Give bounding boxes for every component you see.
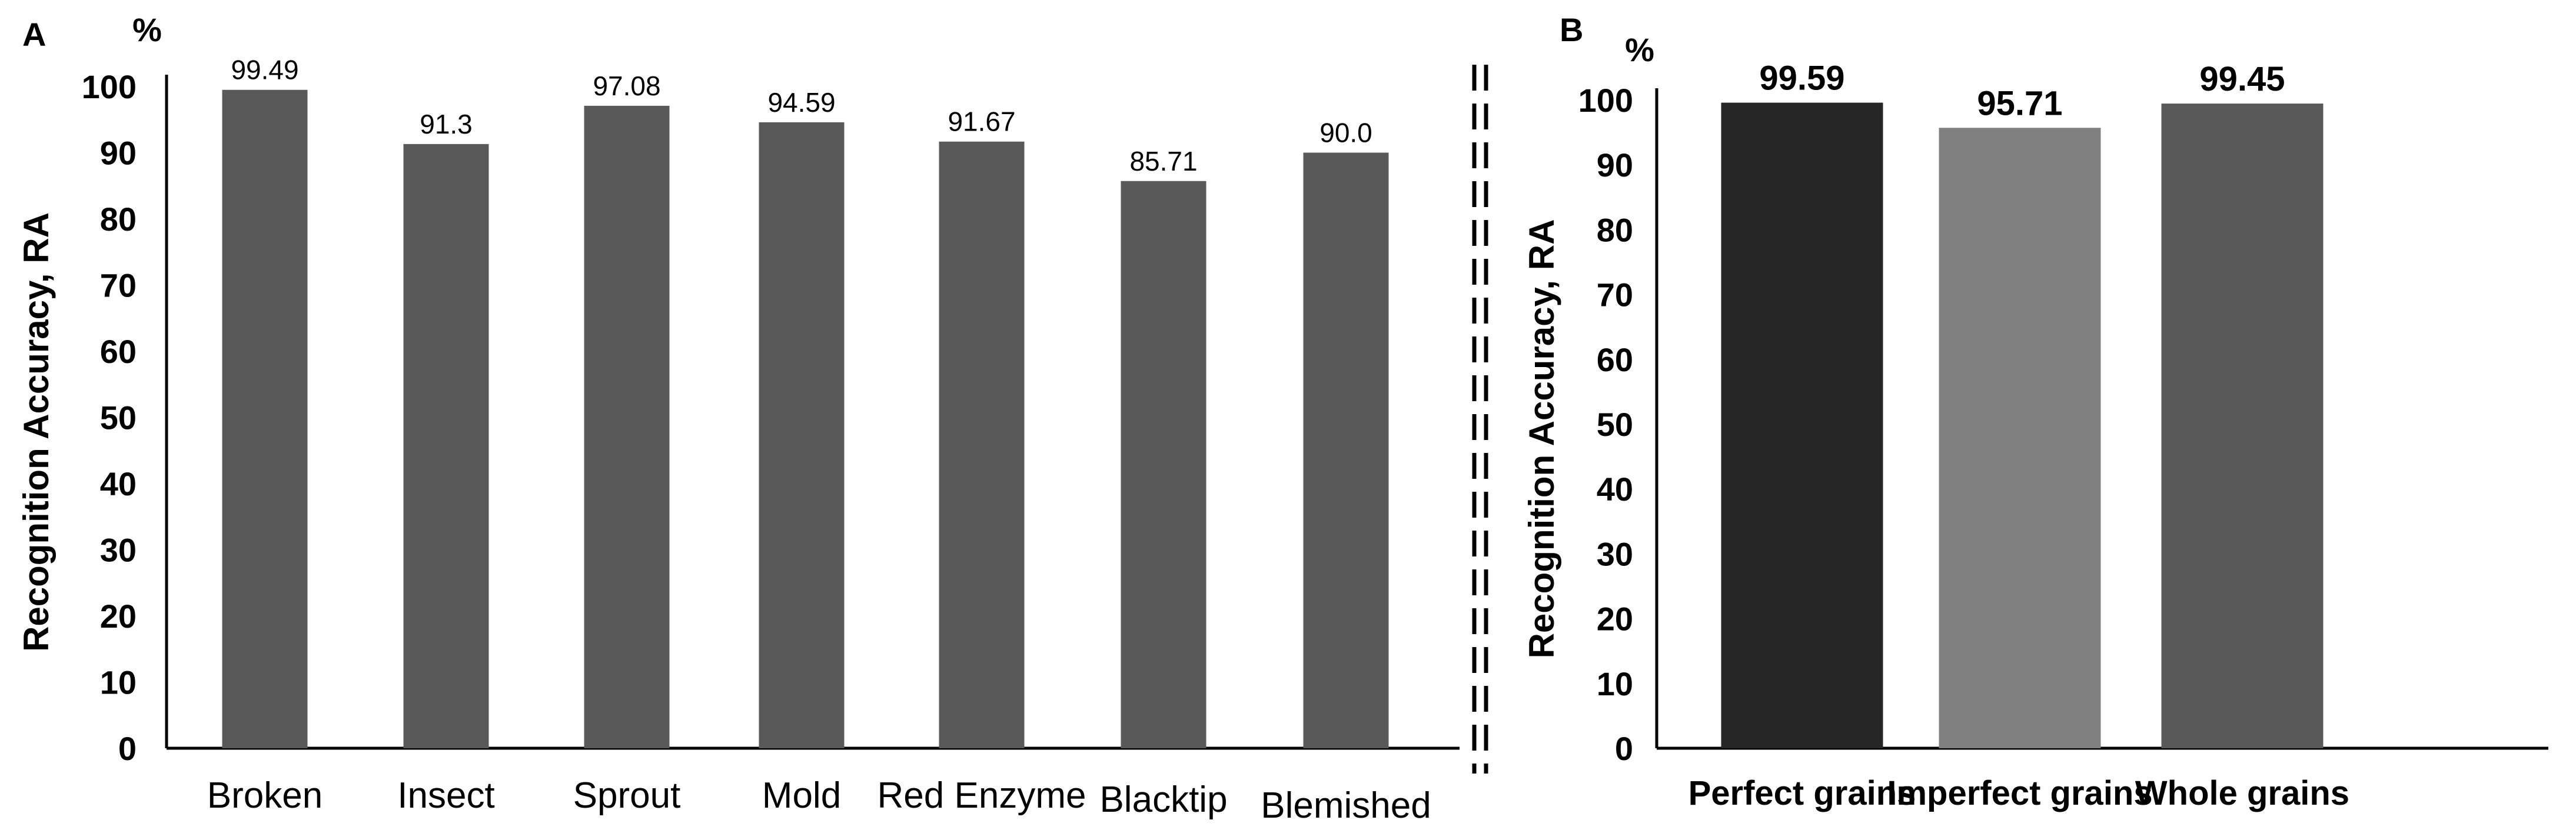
bar [1721,102,1883,749]
bar [759,122,845,748]
bar [2161,104,2324,748]
y-tick-label: 70 [100,267,137,304]
chart-panel-a: A % Recognition Accuracy, RA 0 10 20 30 40 50 60 7… [16,11,1460,826]
y-tick-label: 80 [1597,211,1633,248]
data-label: 91.3 [420,109,473,139]
bar [584,105,670,749]
x-tick-label: Insect [397,775,494,816]
y-tick-label: 40 [100,465,137,502]
x-tick-label: Whole grains [2135,774,2349,812]
chart-panel-b: B% Recognition Accuracy, RA 0 10 20 30 40 50 60 7… [1522,11,2548,812]
data-label: 91.67 [948,106,1015,137]
panel-letter: A [22,16,46,53]
y-tick-label: 10 [100,664,137,701]
y-tick-label: 50 [1597,406,1633,443]
y-tick-label: 0 [118,730,137,767]
y-tick-label: 30 [1597,535,1633,572]
y-tick-label: 90 [100,135,137,172]
bar [222,89,308,748]
y-tick-label: 30 [100,532,137,569]
y-unit-label: % [132,11,162,48]
data-label: 99.49 [231,55,298,85]
x-tick-label: Imperfect grains [1887,774,2152,812]
data-label: 97.08 [593,71,660,101]
y-tick-label: 20 [1597,601,1633,638]
y-tick-label: 20 [100,598,137,635]
bar [1939,128,2101,749]
y-tick-label: 10 [1597,665,1633,702]
data-label: 95.71 [1977,84,2062,122]
x-tick-label: Blacktip [1099,779,1227,820]
panel-letter: B [1560,11,1583,48]
y-tick-label: 100 [1578,82,1633,119]
y-tick-label: 0 [1615,730,1633,767]
bar [939,141,1025,748]
y-tick-label: 100 [82,68,137,105]
panel-separator [1472,65,1488,774]
data-label: 99.45 [2199,60,2285,98]
x-tick-label: Mold [762,775,841,816]
data-label: 99.59 [1759,59,1844,98]
y-tick-label: 60 [1597,341,1633,378]
data-label: 94.59 [767,87,835,118]
data-label: 85.71 [1129,146,1197,176]
y-tick-label: 70 [1597,276,1633,314]
x-tick-label: Perfect grains [1688,774,1916,812]
data-label: 90.0 [1319,118,1372,148]
y-axis-title: Recognition Accuracy, RA [16,212,56,652]
bar [1121,181,1206,748]
bar [1303,152,1389,748]
y-axis-title: Recognition Accuracy, RA [1522,219,1561,659]
x-tick-label: Blemished [1261,785,1431,826]
y-tick-label: 80 [100,201,137,238]
x-tick-label: Sprout [573,775,681,816]
y-unit-label: % [1625,31,1654,68]
x-tick-label: Broken [207,775,323,816]
bar [403,144,489,748]
y-tick-label: 40 [1597,471,1633,508]
y-tick-label: 90 [1597,146,1633,184]
y-tick-label: 50 [100,399,137,436]
x-tick-label: Red Enzyme [877,775,1086,816]
y-tick-label: 60 [100,333,137,370]
